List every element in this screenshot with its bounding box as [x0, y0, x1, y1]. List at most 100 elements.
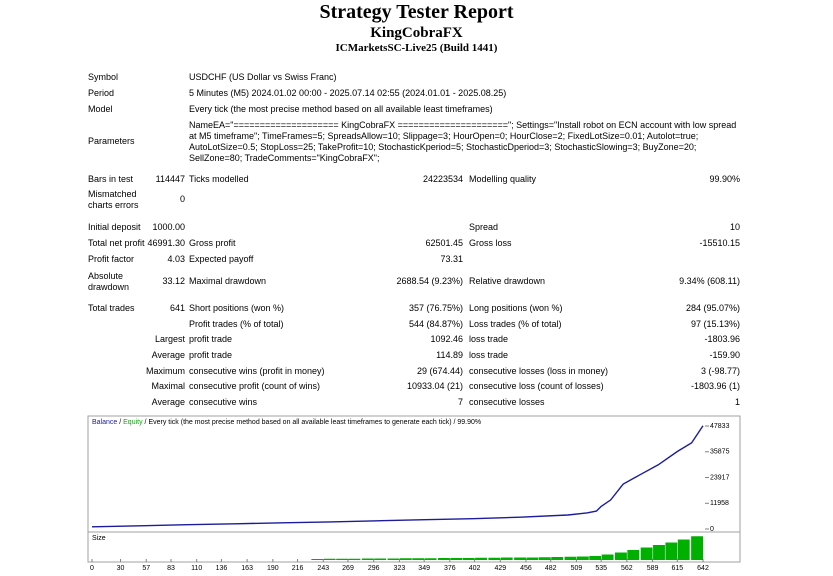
row-label: Expected payoff — [189, 254, 254, 264]
row-value: 4.03 — [167, 254, 185, 264]
x-tick-label: 535 — [595, 565, 607, 572]
row-value: 357 (76.75%) — [408, 303, 463, 313]
size-bar — [526, 557, 539, 560]
row-value: 114.89 — [436, 350, 463, 360]
row-label: Bars in test — [88, 174, 134, 184]
size-bar — [564, 556, 577, 560]
row-label: Period — [88, 88, 115, 98]
y-tick-label: 47833 — [710, 423, 730, 430]
row-prefix: Maximum — [145, 366, 185, 376]
row-value: 3 (-98.77) — [700, 366, 740, 376]
row-label: consecutive profit (count of wins) — [189, 381, 321, 391]
report-title: Strategy Tester Report — [319, 1, 514, 23]
legend-entry: Equity — [123, 419, 143, 426]
row-value: 46991.30 — [147, 238, 185, 248]
y-tick-label: 11958 — [710, 500, 729, 507]
y-tick-label: 0 — [710, 526, 714, 533]
row-value: 1092.46 — [430, 334, 463, 344]
size-bar — [627, 550, 640, 560]
size-bar — [576, 556, 589, 560]
row-value: 62501.45 — [425, 238, 463, 248]
x-tick-label: 589 — [647, 565, 659, 572]
balance-line — [91, 425, 704, 528]
x-tick-label: 110 — [191, 565, 202, 572]
row-label: Total net profit — [88, 238, 145, 248]
row-label: loss trade — [469, 350, 509, 360]
row-value: 1 — [734, 397, 740, 407]
row-value: 114447 — [155, 174, 185, 184]
size-bar — [412, 558, 425, 560]
row-value: 9.34% (608.11) — [679, 276, 740, 286]
size-bar — [475, 557, 487, 560]
row-value: -159.90 — [709, 350, 740, 360]
row-label: Mismatched charts errors — [88, 189, 139, 210]
size-bar — [450, 558, 463, 560]
legend-entry: 99.90% — [457, 419, 481, 426]
size-bar — [589, 556, 602, 560]
row-label: Total trades — [88, 303, 135, 313]
row-value: -1803.96 — [704, 334, 740, 344]
size-bar — [677, 539, 690, 560]
x-tick-label: 509 — [571, 565, 583, 572]
row-prefix: Average — [151, 350, 185, 360]
size-bar — [387, 558, 400, 560]
row-label: Initial deposit — [88, 222, 141, 232]
row-value: 73.31 — [440, 254, 463, 264]
row-text: USDCHF (US Dollar vs Swiss Franc) — [189, 72, 337, 82]
row-value: 24223534 — [422, 174, 463, 184]
x-tick-label: 216 — [292, 565, 304, 572]
x-tick-label: 642 — [697, 565, 709, 572]
x-tick-label: 0 — [90, 565, 94, 572]
row-value: 29 (674.44) — [416, 366, 463, 376]
size-bar — [336, 558, 349, 560]
row-value: 33.12 — [162, 276, 185, 286]
size-bar — [614, 552, 627, 560]
size-bar — [640, 547, 653, 560]
row-label: consecutive wins — [189, 397, 258, 407]
row-label: Profit trades (% of total) — [189, 319, 284, 329]
row-label: profit trade — [189, 334, 233, 344]
row-text: 5 Minutes (M5) 2024.01.02 00:00 - 2025.0… — [189, 88, 507, 98]
size-bar — [653, 545, 665, 560]
size-bar — [437, 558, 450, 560]
row-prefix: Largest — [154, 334, 185, 344]
row-value: 10 — [729, 222, 740, 232]
row-prefix: Average — [151, 397, 185, 407]
y-tick-label: 23917 — [710, 474, 730, 481]
row-value: 641 — [169, 303, 185, 313]
row-label: consecutive wins (profit in money) — [189, 366, 325, 376]
row-label: Parameters — [88, 136, 135, 146]
row-label: loss trade — [469, 334, 509, 344]
server-name: ICMarketsSC-Live25 (Build 1441) — [335, 42, 498, 54]
row-label: consecutive losses — [469, 397, 545, 407]
row-value: 99.90% — [709, 174, 740, 184]
legend-separator: / — [452, 419, 458, 426]
row-value: 284 (95.07%) — [685, 303, 740, 313]
x-tick-label: 83 — [167, 565, 175, 572]
size-bar — [514, 557, 526, 560]
row-value: -15510.15 — [699, 238, 740, 248]
row-label: Gross profit — [189, 238, 236, 248]
x-tick-label: 190 — [267, 565, 279, 572]
expert-name: KingCobraFX — [370, 25, 463, 41]
row-label: Absolute drawdown — [88, 271, 130, 292]
row-value: 544 (84.87%) — [408, 319, 463, 329]
row-value: 0 — [179, 194, 185, 204]
size-frame — [87, 531, 741, 563]
row-prefix: Maximal — [151, 381, 185, 391]
size-bar — [311, 559, 324, 560]
row-text: Every tick (the most precise method base… — [189, 104, 493, 114]
x-tick-label: 376 — [444, 565, 456, 572]
size-bar — [424, 558, 437, 560]
x-tick-label: 429 — [494, 565, 506, 572]
size-bar — [462, 558, 475, 560]
size-bar — [374, 558, 387, 560]
x-tick-label: 243 — [317, 565, 329, 572]
x-tick-label: 482 — [545, 565, 557, 572]
y-tick-label: 35875 — [710, 449, 730, 456]
x-tick-label: 30 — [117, 565, 125, 572]
row-value: 97 (15.13%) — [690, 319, 740, 329]
row-label: Long positions (won %) — [469, 303, 563, 313]
